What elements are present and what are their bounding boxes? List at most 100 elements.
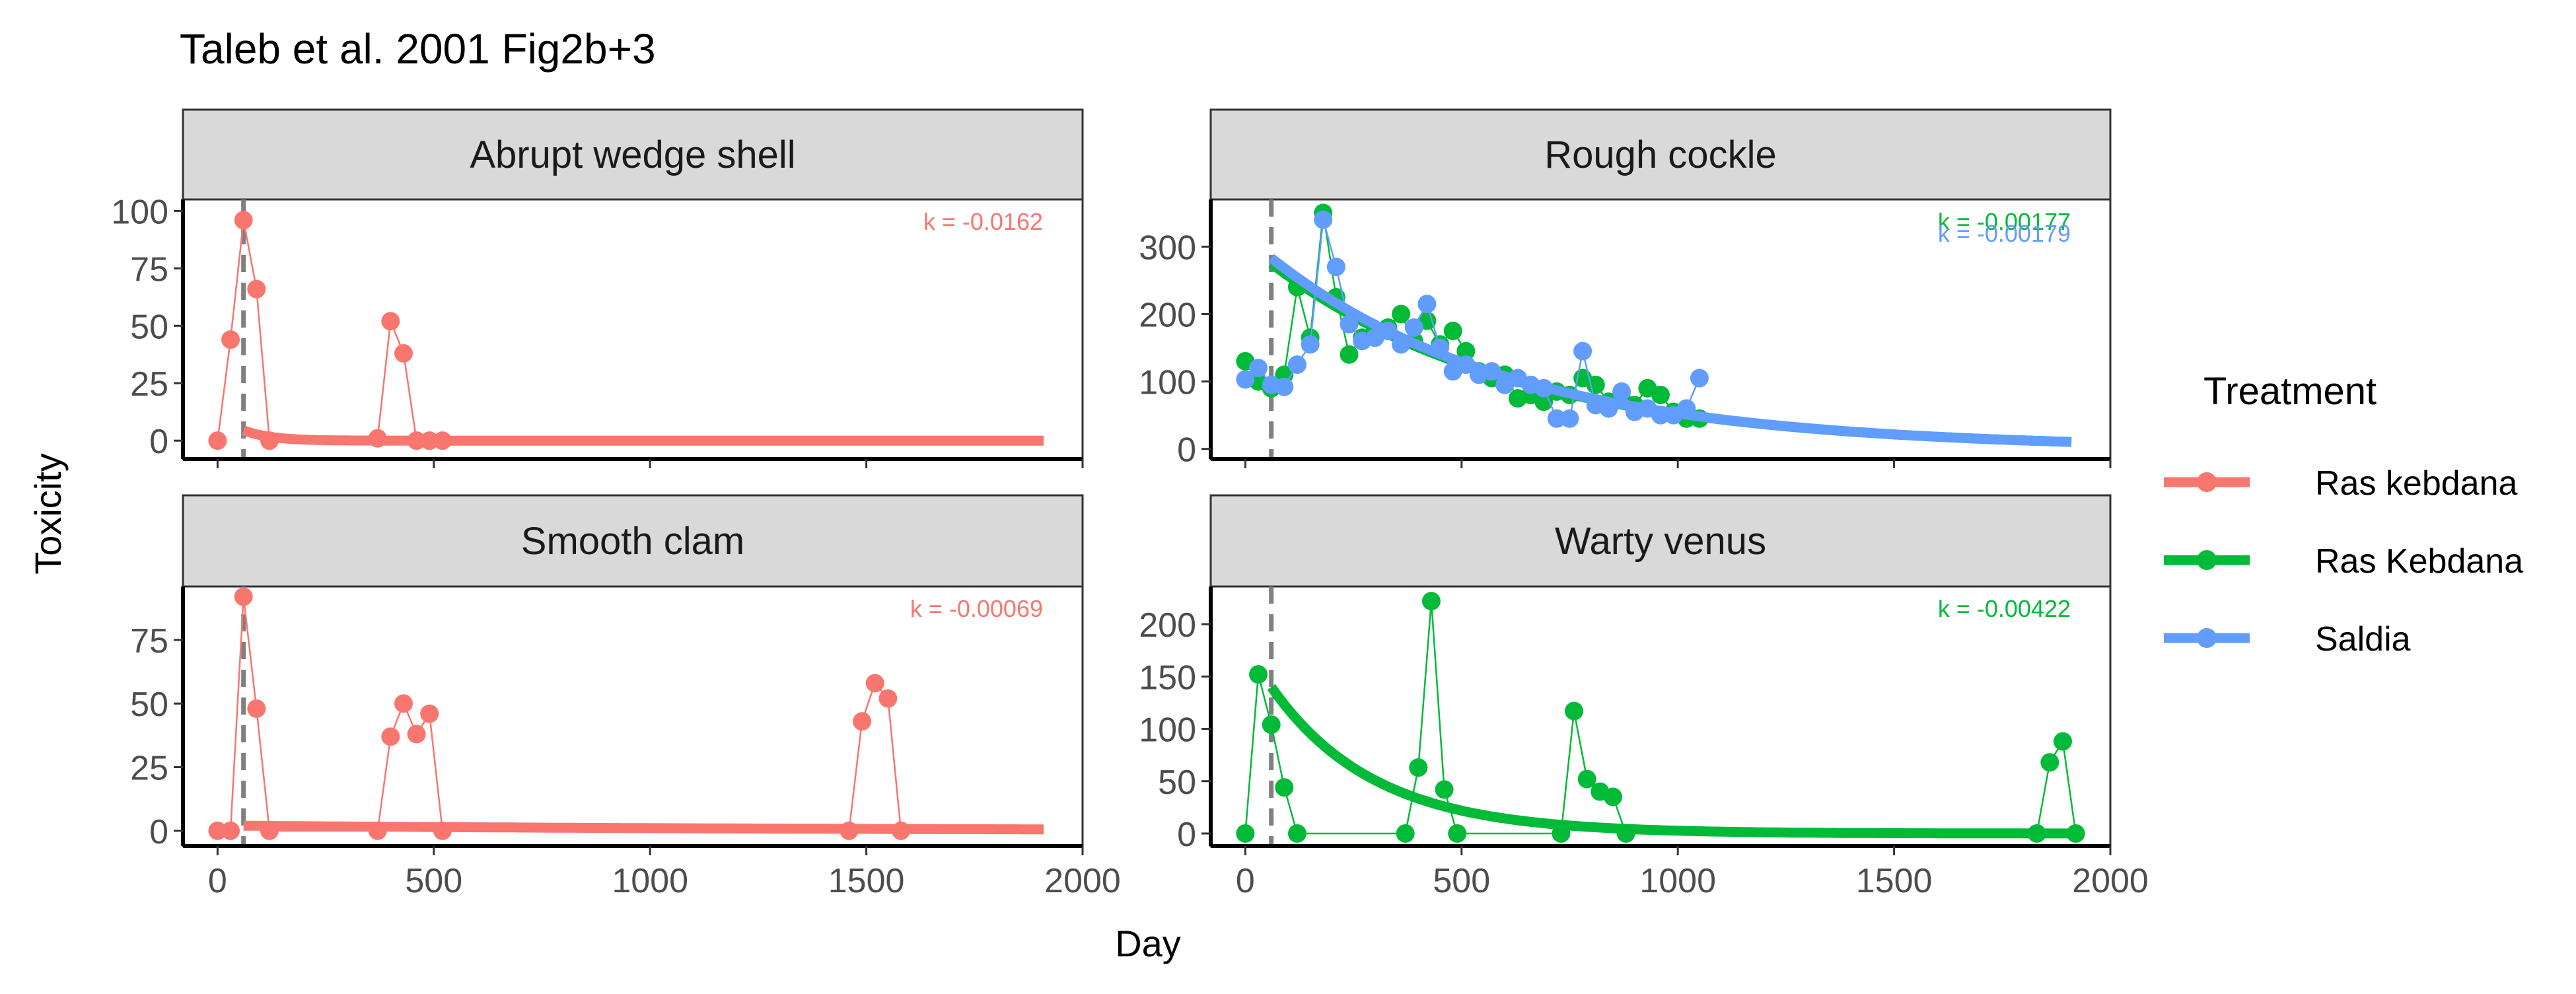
data-point: [1236, 370, 1255, 389]
panel-border: [182, 585, 1084, 847]
data-point: [221, 330, 240, 349]
x-axis-label: Day: [1115, 923, 1181, 964]
k-annotation: k = -0.0162: [923, 208, 1043, 235]
data-point: [208, 431, 227, 450]
y-tick-label: 100: [1139, 711, 1196, 750]
k-annotation: k = -0.00069: [910, 595, 1043, 622]
data-point: [853, 712, 872, 731]
x-tick-label: 1000: [1639, 862, 1716, 900]
y-tick-label: 50: [130, 308, 168, 346]
data-point: [1314, 210, 1333, 229]
data-point: [1275, 377, 1294, 396]
x-tick-label: 1000: [612, 862, 688, 900]
data-point: [1421, 592, 1441, 611]
y-tick-label: 75: [130, 622, 168, 660]
series-line: [217, 220, 443, 442]
legend-key-point: [2197, 472, 2217, 492]
series-line: [217, 596, 902, 832]
fit-curve: [1268, 254, 2072, 447]
y-tick-label: 200: [1139, 297, 1196, 335]
series-ras-kebdana-0: [208, 587, 1044, 840]
y-tick-label: 200: [1139, 606, 1196, 645]
panel-data: [1236, 199, 2072, 459]
x-tick-label: 500: [405, 862, 462, 900]
x-tick-label: 2000: [1044, 862, 1121, 900]
y-tick-label: 0: [1177, 431, 1196, 470]
fit-curve: [243, 820, 1044, 835]
x-tick-label: 1500: [1856, 862, 1933, 900]
data-point: [1456, 341, 1476, 361]
data-point: [1577, 769, 1596, 789]
panel-smooth-clam: Smooth clam 0 25 50 75 0 500 1000 1500 2000 k = -0…: [130, 494, 1121, 900]
y-tick-label: 0: [149, 423, 168, 461]
facet-strip: [1209, 108, 2112, 201]
x-tick-label: 0: [1236, 862, 1255, 900]
data-point: [1340, 314, 1359, 334]
panel-border: [182, 198, 1084, 460]
data-point: [1236, 824, 1255, 843]
facet-strip-label: Abrupt wedge shell: [470, 133, 795, 176]
data-point: [381, 312, 400, 331]
y-tick-label: 150: [1139, 658, 1196, 697]
y-tick-label: 50: [1158, 763, 1196, 802]
data-point: [1396, 824, 1415, 843]
legend-title: Treatment: [2203, 370, 2377, 413]
data-point: [1560, 409, 1579, 428]
data-point: [407, 725, 426, 744]
data-point: [1448, 824, 1467, 843]
y-axis-label: Toxicity: [27, 453, 69, 575]
series-line: [1244, 601, 2077, 835]
k-annotation: k = -0.00177: [1938, 208, 2071, 235]
data-point: [247, 699, 266, 718]
facet-strip: [182, 494, 1084, 588]
data-point: [1443, 322, 1462, 341]
panel-data: [208, 586, 1044, 846]
facet-strip-label: Warty venus: [1555, 520, 1766, 563]
data-point: [865, 674, 884, 693]
panel-border: [1209, 585, 2112, 847]
data-point: [1326, 258, 1345, 277]
chart-title: Taleb et al. 2001 Fig2b+3: [180, 25, 656, 73]
data-point: [1404, 318, 1423, 337]
y-tick-label: 75: [130, 250, 168, 289]
facet-strip: [182, 108, 1084, 201]
data-point: [247, 279, 266, 299]
series-ras-kebdana-0: [1236, 592, 2085, 843]
data-point: [234, 211, 253, 230]
x-tick-label: 0: [208, 862, 227, 900]
data-point: [1287, 355, 1306, 374]
data-point: [1392, 304, 1411, 324]
data-point: [1612, 382, 1631, 401]
k-annotation: k = -0.00422: [1938, 595, 2071, 622]
legend-label: Ras kebdana: [2315, 464, 2518, 503]
panel-abrupt-wedge-shell: Abrupt wedge shell 0 25 50 75 100 k = -0.0162: [111, 108, 1084, 468]
fit-curve: [1267, 684, 2072, 839]
legend-label: Ras Kebdana: [2315, 542, 2523, 581]
data-point: [221, 821, 240, 840]
legend-item-ras-kebdana-1: Ras Kebdana: [2164, 542, 2523, 581]
data-point: [1275, 778, 1294, 797]
data-point: [394, 694, 413, 713]
data-point: [1301, 335, 1320, 354]
data-point: [1435, 780, 1454, 799]
data-point: [1262, 715, 1281, 734]
legend-key-point: [2197, 628, 2217, 648]
y-tick-label: 100: [111, 193, 168, 231]
x-tick-label: 500: [1433, 862, 1490, 900]
y-tick-label: 0: [1177, 816, 1196, 854]
data-point: [1565, 701, 1584, 721]
panel-data: [1236, 586, 2085, 846]
data-point: [381, 727, 400, 746]
data-point: [1340, 345, 1359, 364]
series-line: [1244, 219, 1701, 420]
y-tick-label: 50: [130, 686, 168, 724]
data-point: [1287, 824, 1306, 843]
panels: Abrupt wedge shell 0 25 50 75 100 k = -0.0162 R…: [111, 108, 2149, 900]
facet-strip-label: Smooth clam: [521, 520, 744, 563]
x-tick-label: 2000: [2072, 862, 2149, 900]
data-point: [420, 704, 439, 723]
